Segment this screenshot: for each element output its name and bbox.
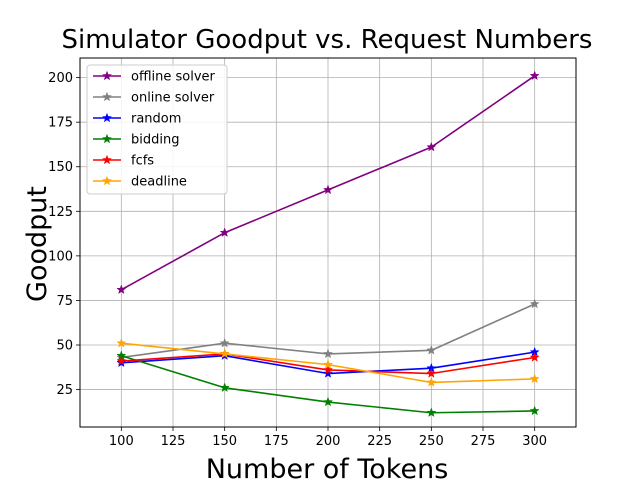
data-point xyxy=(426,407,437,418)
y-tick-label: 150 xyxy=(48,160,73,175)
series-deadline xyxy=(116,337,540,387)
grid xyxy=(80,58,576,427)
y-axis-label: Goodput xyxy=(22,186,53,302)
series-group xyxy=(116,70,540,418)
data-point xyxy=(219,382,230,393)
legend-marker xyxy=(101,133,113,144)
x-tick-label: 300 xyxy=(522,434,547,449)
legend-item: offline solver xyxy=(93,70,216,85)
data-point xyxy=(322,184,334,195)
data-point xyxy=(426,345,437,355)
y-tick-label: 175 xyxy=(48,116,73,131)
legend-box xyxy=(86,64,228,195)
chart-title: Simulator Goodput vs. Request Numbers xyxy=(62,25,593,55)
y-tick-label: 25 xyxy=(56,383,73,398)
data-point xyxy=(426,377,437,387)
legend-marker xyxy=(101,112,113,123)
legend-marker xyxy=(101,91,113,102)
data-point xyxy=(116,355,127,366)
x-tick-label: 225 xyxy=(367,434,392,449)
y-tick-label: 50 xyxy=(56,339,73,354)
series-offline-solver xyxy=(116,70,540,295)
data-point xyxy=(426,368,437,378)
data-point xyxy=(322,368,334,378)
data-point xyxy=(322,359,334,369)
data-point xyxy=(529,405,540,416)
legend-item: fcfs xyxy=(93,154,154,169)
x-tick-label: 275 xyxy=(471,434,496,449)
x-tick-label: 100 xyxy=(109,434,134,449)
legend-item: bidding xyxy=(93,133,179,148)
data-point xyxy=(529,70,540,81)
x-tick-label: 200 xyxy=(316,434,341,449)
series-bidding xyxy=(116,350,540,418)
legend-marker xyxy=(101,175,113,186)
legend: offline solver online solver random bidding… xyxy=(86,64,228,195)
legend-item: random xyxy=(93,112,181,127)
data-point xyxy=(322,364,334,375)
y-tick-label: 125 xyxy=(48,205,73,220)
axis-ticks: 100 125 150 175 200 225 250 275 300 25 50 75 100 125 1… xyxy=(48,71,547,449)
legend-label: random xyxy=(131,112,181,127)
data-point xyxy=(529,298,540,309)
y-tick-label: 200 xyxy=(48,71,73,86)
data-point xyxy=(116,284,127,295)
legend-label: offline solver xyxy=(131,70,216,85)
x-tick-label: 125 xyxy=(161,434,186,449)
legend-label: online solver xyxy=(131,91,215,106)
legend-label: deadline xyxy=(131,175,187,190)
data-point xyxy=(426,141,437,152)
legend-item: online solver xyxy=(93,91,215,106)
data-point xyxy=(529,352,540,362)
legend-item: deadline xyxy=(93,175,187,190)
x-axis-label: Number of Tokens xyxy=(206,454,449,480)
data-point xyxy=(322,348,334,359)
x-tick-label: 250 xyxy=(419,434,444,449)
y-tick-label: 75 xyxy=(56,294,73,309)
data-point xyxy=(219,348,230,359)
data-point xyxy=(219,337,230,348)
legend-label: fcfs xyxy=(131,154,154,169)
y-tick-label: 100 xyxy=(48,249,73,264)
legend-label: bidding xyxy=(131,133,179,148)
data-point xyxy=(322,396,334,407)
legend-marker xyxy=(101,70,113,81)
legend-marker xyxy=(101,154,113,165)
x-tick-label: 150 xyxy=(212,434,237,449)
data-point xyxy=(529,373,540,384)
data-point xyxy=(219,227,230,238)
x-tick-label: 175 xyxy=(264,434,289,449)
data-point xyxy=(116,337,127,348)
